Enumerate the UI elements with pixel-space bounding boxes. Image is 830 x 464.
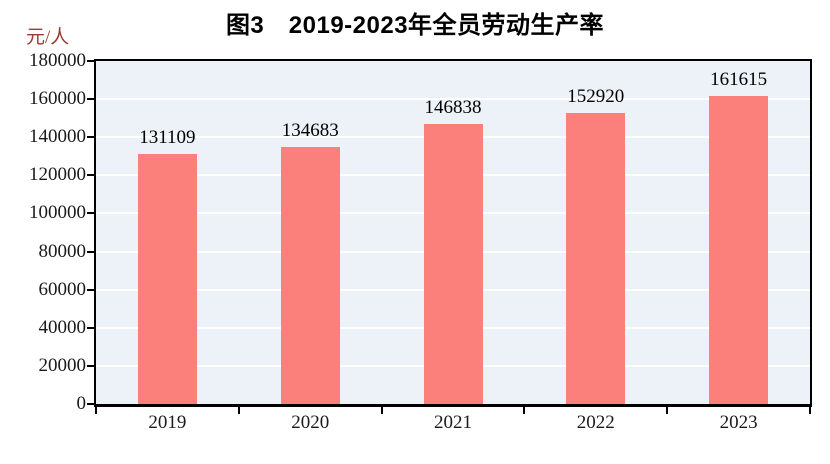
- plot-area: 131109 134683 146838 152920 161615: [94, 59, 812, 407]
- y-tick-mark: [87, 250, 94, 253]
- y-tick-label: 180000: [29, 50, 86, 71]
- bar-value-label: 134683: [281, 120, 339, 141]
- bar-value-label: 161615: [710, 69, 768, 90]
- y-tick-label: 20000: [38, 354, 87, 376]
- y-tick-mark: [87, 136, 94, 139]
- y-tick-mark: [87, 288, 94, 291]
- x-tick-label-2021: 2021: [433, 412, 472, 433]
- x-tick-label-2022: 2022: [576, 412, 615, 433]
- bar-value-label: 152920: [567, 86, 625, 107]
- y-tick-label: 100000: [29, 202, 86, 224]
- bar-value-label: 146838: [424, 97, 482, 118]
- y-tick-label: 40000: [38, 316, 87, 338]
- bar-2021: [423, 124, 483, 404]
- y-tick-mark: [87, 174, 94, 177]
- x-tick-mark: [237, 407, 240, 414]
- chart-title: 图3 2019-2023年全员劳动生产率: [225, 12, 605, 39]
- bar-2019: [137, 154, 197, 404]
- bar-2023: [709, 96, 769, 404]
- x-axis-tick-labels: 2019 2020 2021 2022 2023: [96, 412, 810, 434]
- y-tick-mark: [87, 364, 94, 367]
- bar-2022: [566, 113, 626, 404]
- y-tick-label: 60000: [38, 278, 87, 300]
- x-tick-mark: [380, 407, 383, 414]
- y-tick-mark: [87, 326, 94, 329]
- x-tick-mark: [95, 407, 97, 414]
- y-tick-label: 160000: [29, 88, 86, 110]
- x-tick-mark: [523, 407, 526, 414]
- y-tick-label: 120000: [29, 164, 86, 186]
- x-tick-label-2020: 2020: [291, 412, 330, 433]
- bar-value-label: 131109: [139, 127, 196, 148]
- gridline: [96, 98, 810, 101]
- y-tick-label: 80000: [38, 240, 87, 262]
- y-tick-label: 0: [76, 393, 87, 414]
- x-tick-label-2023: 2023: [719, 412, 758, 433]
- x-tick-label-2019: 2019: [148, 412, 187, 433]
- y-tick-label: 140000: [29, 126, 86, 148]
- bar-2020: [280, 147, 340, 404]
- y-tick-mark: [87, 403, 94, 405]
- x-tick-mark: [666, 407, 669, 414]
- y-tick-mark: [87, 60, 94, 62]
- y-tick-mark: [87, 212, 94, 215]
- x-tick-mark: [809, 407, 811, 414]
- y-tick-mark: [87, 98, 94, 101]
- y-axis-unit-label: 元/人: [26, 27, 70, 48]
